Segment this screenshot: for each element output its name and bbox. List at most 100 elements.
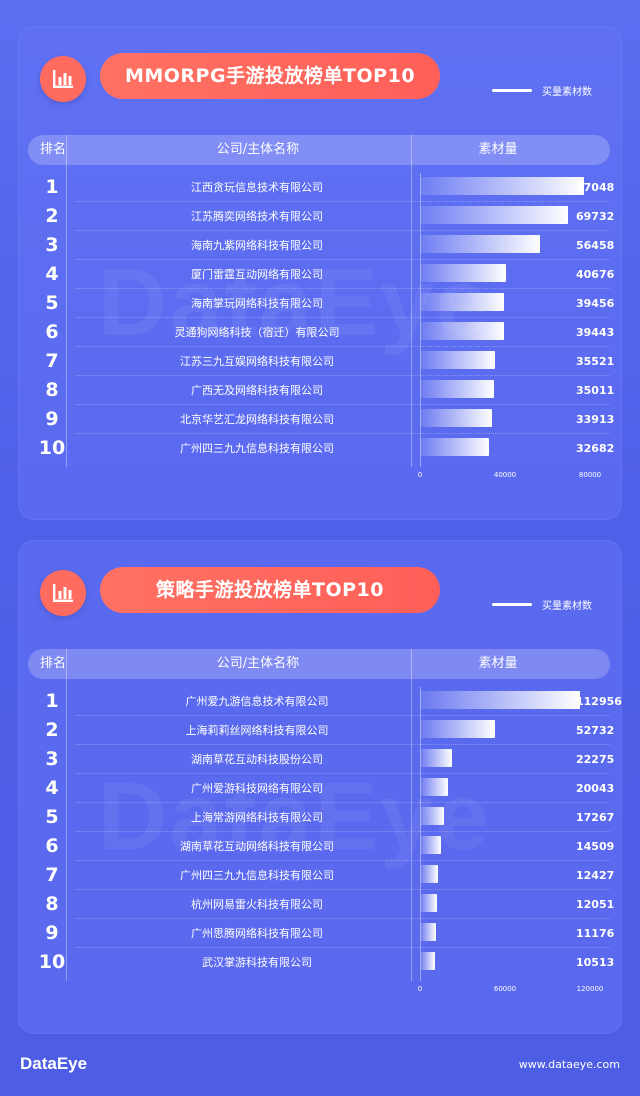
table-row: 10 广州四三九九信息科技有限公司 32682 xyxy=(28,434,615,463)
value-label: 11176 xyxy=(576,927,615,940)
row-divider xyxy=(76,889,610,890)
table-row: 6 湖南草花互动网络科技有限公司 14509 xyxy=(28,832,614,861)
rank-number: 3 xyxy=(45,748,59,770)
rank-number: 10 xyxy=(38,437,66,459)
value-axis-line xyxy=(420,687,421,981)
bar-mark xyxy=(420,894,438,912)
company-name: 灵通狗网络科技（宿迁）有限公司 xyxy=(174,326,340,339)
company-name: 杭州网易雷火科技有限公司 xyxy=(191,898,323,911)
footer-logo: DataEye xyxy=(20,1054,88,1073)
table-row: 8 广西无及网络科技有限公司 35011 xyxy=(28,376,614,405)
table-row: 5 海南掌玩网络科技有限公司 39456 xyxy=(28,289,614,318)
row-divider xyxy=(76,375,610,376)
chart-badge xyxy=(40,56,86,102)
bar-mark xyxy=(420,438,490,456)
bar-chart-icon xyxy=(53,584,73,602)
bar-chart-icon xyxy=(53,70,73,88)
table-row: 3 湖南草花互动科技股份公司 22275 xyxy=(28,745,614,774)
value-label: 69732 xyxy=(576,210,615,223)
value-label: 33913 xyxy=(576,413,615,426)
row-divider xyxy=(76,831,610,832)
value-label: 20043 xyxy=(576,782,615,795)
row-divider xyxy=(76,404,610,405)
table-row: 7 广州四三九九信息科技有限公司 12427 xyxy=(28,861,614,890)
company-divider xyxy=(411,649,412,981)
company-name: 上海莉莉丝网络科技有限公司 xyxy=(185,724,329,737)
bar-mark xyxy=(420,923,436,941)
rank-number: 7 xyxy=(45,350,59,372)
table-header: 排名 公司/主体名称 素材量 xyxy=(28,135,610,165)
bar-mark xyxy=(420,293,504,311)
value-label: 35011 xyxy=(576,384,615,397)
bar-mark xyxy=(420,749,452,767)
value-label: 14509 xyxy=(576,840,615,853)
table-row: 4 厦门雷霆互动网络有限公司 40676 xyxy=(28,260,614,289)
row-divider xyxy=(76,947,610,948)
bar-mark xyxy=(420,807,445,825)
mmorpg-panel: DataEye MMORPG手游投放榜单TOP10 买量素材数 排名 公司/主体… xyxy=(18,26,622,520)
company-name: 广西无及网络科技有限公司 xyxy=(191,384,323,397)
legend: 买量素材数 xyxy=(492,596,592,612)
table-row: 9 北京华艺汇龙网络科技有限公司 33913 xyxy=(28,405,614,434)
chart-title: 策略手游投放榜单TOP10 xyxy=(100,567,440,613)
company-name: 湖南草花互动网络科技有限公司 xyxy=(180,840,334,853)
value-label: 39443 xyxy=(576,326,615,339)
legend: 买量素材数 xyxy=(492,82,592,98)
header-company: 公司/主体名称 xyxy=(216,142,300,157)
company-divider xyxy=(411,135,412,467)
table-row: 3 海南九紫网络科技有限公司 56458 xyxy=(28,231,614,260)
value-label: 40676 xyxy=(576,268,615,281)
rank-divider xyxy=(66,649,67,981)
axis-tick-label: 120000 xyxy=(576,985,604,993)
legend-swatch xyxy=(492,88,532,92)
rank-number: 7 xyxy=(45,864,59,886)
company-name: 厦门雷霆互动网络有限公司 xyxy=(191,268,323,281)
rank-number: 6 xyxy=(45,321,59,343)
header-rank: 排名 xyxy=(39,656,66,671)
rank-number: 5 xyxy=(45,292,59,314)
row-divider xyxy=(76,773,610,774)
row-divider xyxy=(76,918,610,919)
company-name: 广州四三九九信息科技有限公司 xyxy=(180,869,334,882)
header-company: 公司/主体名称 xyxy=(216,656,300,671)
rank-number: 5 xyxy=(45,806,59,828)
bar-mark xyxy=(420,351,496,369)
axis-tick-label: 80000 xyxy=(578,471,602,479)
table-row: 4 广州爱游科技网络有限公司 20043 xyxy=(28,774,614,803)
table-row: 2 上海莉莉丝网络科技有限公司 52732 xyxy=(28,716,614,745)
bar-mark xyxy=(420,264,507,282)
bar-mark xyxy=(420,836,441,854)
value-label: 32682 xyxy=(576,442,615,455)
company-name: 湖南草花互动科技股份公司 xyxy=(191,753,323,766)
rank-divider xyxy=(66,135,67,467)
row-divider xyxy=(76,715,610,716)
row-divider xyxy=(76,288,610,289)
rank-number: 8 xyxy=(45,893,59,915)
bar-mark xyxy=(420,865,438,883)
bar-mark xyxy=(420,235,540,253)
axis-tick-label: 0 xyxy=(417,471,423,479)
row-divider xyxy=(76,230,610,231)
row-divider xyxy=(76,860,610,861)
axis-tick-label: 40000 xyxy=(493,471,517,479)
table-row: 1 广州爱九游信息技术有限公司 112956 xyxy=(28,687,622,716)
value-label: 12051 xyxy=(576,898,615,911)
bar-mark xyxy=(420,691,581,709)
footer-url[interactable]: www.dataeye.com xyxy=(518,1058,620,1071)
rank-number: 1 xyxy=(45,176,59,198)
bar-mark xyxy=(420,177,584,195)
legend-label: 买量素材数 xyxy=(542,600,592,612)
chart-title: MMORPG手游投放榜单TOP10 xyxy=(100,53,440,99)
table-row: 2 江苏腾奕网络技术有限公司 69732 xyxy=(28,202,614,231)
company-name: 海南九紫网络科技有限公司 xyxy=(191,239,323,252)
value-label: 56458 xyxy=(576,239,615,252)
strategy-panel: DataEye 策略手游投放榜单TOP10 买量素材数 排名 公司/主体名称 素… xyxy=(18,540,622,1034)
row-divider xyxy=(76,744,610,745)
table-row: 8 杭州网易雷火科技有限公司 12051 xyxy=(28,890,614,919)
company-name: 上海常游网络科技有限公司 xyxy=(191,811,323,824)
value-label: 112956 xyxy=(576,695,622,708)
rank-number: 2 xyxy=(45,205,59,227)
bar-mark xyxy=(420,322,504,340)
table-row: 5 上海常游网络科技有限公司 17267 xyxy=(28,803,614,832)
table-row: 9 广州思腾网络科技有限公司 11176 xyxy=(28,919,614,948)
